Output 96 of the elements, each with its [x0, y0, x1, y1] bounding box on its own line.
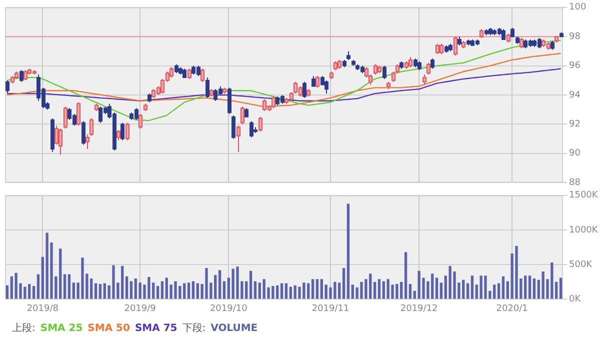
candlestick — [436, 43, 440, 55]
candlestick — [6, 80, 10, 94]
x-tick-label: 2020/1 — [496, 304, 528, 314]
candlestick — [188, 68, 192, 80]
candlestick — [138, 113, 142, 130]
bar — [63, 274, 66, 299]
candlestick — [324, 80, 328, 94]
bar — [378, 279, 381, 299]
x-tick-label: 2019/10 — [210, 304, 248, 314]
candlestick — [302, 81, 306, 98]
candlestick — [408, 56, 412, 68]
bar — [192, 281, 195, 299]
candlestick — [20, 70, 24, 82]
y-tick-label: 0K — [569, 294, 582, 305]
bar — [435, 278, 438, 299]
bar — [470, 276, 474, 299]
y-tick-label: 94 — [569, 90, 581, 100]
bar — [156, 286, 160, 299]
candlestick — [250, 120, 254, 138]
bar — [130, 281, 133, 299]
candlestick — [312, 76, 316, 87]
text: SMA 75 — [134, 323, 178, 334]
candlestick — [426, 62, 430, 76]
candlestick — [382, 65, 386, 80]
y-tick-label: 500K — [569, 260, 594, 270]
bar — [497, 283, 500, 299]
bar — [466, 283, 470, 299]
y-tick-label: 92 — [569, 120, 580, 130]
bar — [218, 270, 222, 299]
candlestick — [440, 43, 444, 55]
candlestick — [228, 87, 232, 114]
text: SMA 25 — [40, 323, 83, 334]
legend-title: 上段: — [12, 323, 36, 334]
y-tick-label: 1000K — [569, 225, 599, 236]
bar — [316, 279, 319, 299]
candlestick — [120, 122, 124, 141]
x-tick-label: 2019/8 — [26, 304, 59, 314]
bar — [373, 282, 376, 299]
y-tick-label: 100 — [569, 2, 586, 13]
y-tick-label: 96 — [569, 61, 581, 72]
candlestick — [76, 102, 80, 126]
bar — [342, 268, 346, 299]
bar — [94, 283, 98, 299]
candlestick — [236, 125, 240, 152]
text: SMA 50 — [88, 323, 130, 334]
bar — [559, 278, 562, 299]
bar — [528, 276, 532, 299]
bar — [346, 204, 350, 299]
x-tick-label: 2019/11 — [312, 304, 350, 314]
candlestick — [422, 74, 426, 86]
x-tick-label: 2019/12 — [400, 304, 438, 314]
bar — [404, 252, 408, 299]
y-tick-label: 90 — [569, 148, 581, 159]
x-tick-label: 2019/9 — [124, 304, 156, 314]
bar — [6, 285, 9, 299]
candlestick — [520, 38, 524, 49]
bar — [36, 274, 40, 299]
candlestick — [170, 66, 174, 78]
y-tick-label: 98 — [569, 32, 581, 42]
y-tick-label: 88 — [569, 178, 581, 188]
bar — [32, 286, 36, 299]
bar — [280, 283, 284, 299]
bar — [532, 278, 536, 299]
candlestick — [126, 122, 130, 141]
bar — [125, 276, 128, 299]
bar — [440, 282, 443, 299]
bar — [187, 282, 190, 299]
bar — [502, 276, 505, 299]
bar — [408, 284, 412, 299]
bar — [284, 283, 288, 299]
candlestick — [272, 96, 276, 109]
y-tick-label: 1500K — [569, 190, 599, 201]
candlestick — [374, 64, 378, 76]
bar — [98, 284, 102, 299]
bar — [311, 279, 314, 299]
candlestick — [116, 130, 120, 141]
candlestick — [64, 106, 68, 130]
candlestick — [454, 36, 458, 56]
candlestick — [24, 70, 28, 81]
candlestick — [240, 106, 244, 125]
candlestick — [206, 76, 210, 98]
bar — [254, 281, 257, 299]
text: VOLUME — [210, 323, 258, 334]
candlestick — [200, 68, 204, 82]
bar — [249, 270, 252, 299]
candlestick — [430, 58, 434, 70]
candlestick — [82, 120, 86, 146]
candlestick — [258, 116, 262, 132]
candlestick — [58, 128, 62, 156]
candlestick — [502, 28, 506, 40]
bar — [160, 281, 164, 299]
legend-title: 下段: — [182, 323, 206, 334]
bar — [222, 281, 226, 299]
candlestick — [316, 76, 320, 88]
candlestick — [232, 114, 236, 140]
bar — [68, 274, 71, 299]
